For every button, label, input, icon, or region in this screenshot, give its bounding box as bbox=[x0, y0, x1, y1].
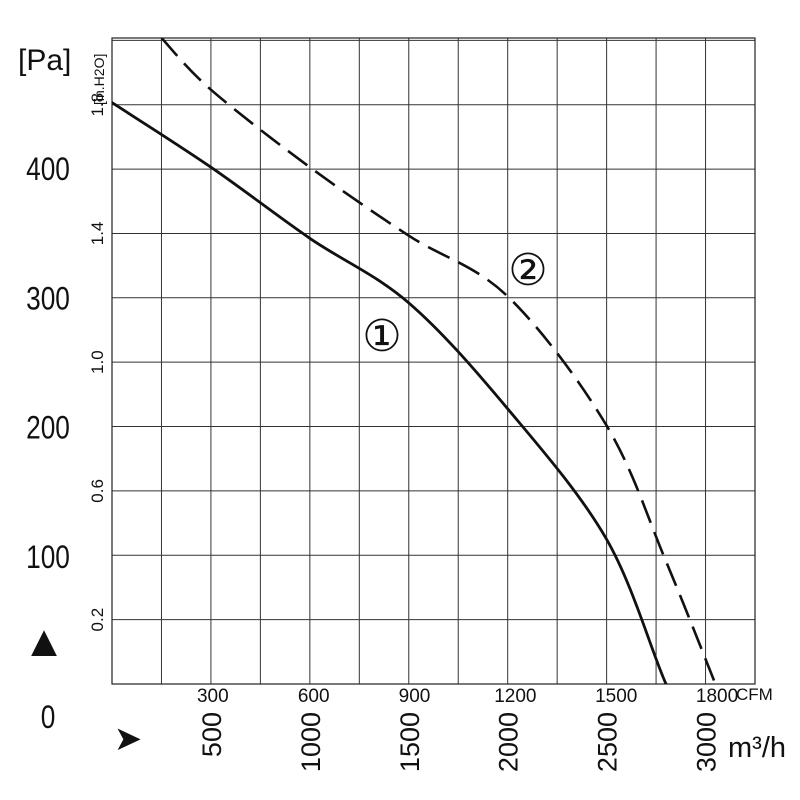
cfm-tick-label: 1800 bbox=[696, 686, 738, 707]
series-2-marker: ② bbox=[508, 245, 547, 296]
inh2o-tick-label: 0.6 bbox=[88, 479, 107, 503]
vertical-gridlines bbox=[160, 38, 707, 684]
inh2o-tick-labels: 0.2 0.6 1.0 1.4 1.8 bbox=[88, 93, 107, 632]
series-1-curve bbox=[112, 101, 668, 684]
pa-tick-label: 400 bbox=[26, 153, 70, 188]
m3h-tick-label: 1500 bbox=[395, 712, 425, 772]
m3h-unit-label: m³/h bbox=[728, 732, 786, 764]
pa-tick-label: 0 bbox=[41, 701, 56, 736]
plot-frame bbox=[111, 37, 756, 685]
pa-tick-label: 200 bbox=[26, 411, 70, 446]
inh2o-unit-label: [in.H2O] bbox=[91, 54, 107, 105]
right-arrow-icon: ➤ bbox=[114, 720, 143, 758]
cfm-tick-label: 900 bbox=[399, 686, 431, 707]
cfm-tick-labels: 300 600 900 1200 1500 1800 bbox=[197, 686, 738, 707]
series-2-curve bbox=[160, 38, 717, 684]
cfm-unit-label: CFM bbox=[736, 685, 773, 704]
up-arrow-icon: ▲ bbox=[22, 617, 66, 666]
m3h-tick-labels: 500 1000 1500 2000 2500 3000 bbox=[197, 712, 722, 772]
inh2o-tick-label: 1.0 bbox=[88, 350, 107, 374]
inh2o-tick-label: 1.8 bbox=[88, 93, 107, 117]
m3h-tick-label: 2000 bbox=[494, 712, 524, 772]
inh2o-tick-label: 1.4 bbox=[88, 222, 107, 246]
m3h-tick-label: 3000 bbox=[692, 712, 722, 772]
pa-tick-label: 100 bbox=[26, 540, 70, 575]
m3h-tick-label: 500 bbox=[197, 712, 227, 757]
cfm-tick-label: 600 bbox=[298, 686, 330, 707]
m3h-tick-label: 2500 bbox=[593, 712, 623, 772]
horizontal-gridlines bbox=[112, 39, 755, 621]
cfm-tick-label: 1500 bbox=[595, 686, 637, 707]
pa-unit-label: [Pa] bbox=[18, 44, 71, 77]
pa-tick-labels: 0 100 200 300 400 bbox=[26, 153, 70, 736]
inh2o-tick-label: 0.2 bbox=[88, 608, 107, 632]
m3h-tick-label: 1000 bbox=[296, 712, 326, 772]
pa-tick-label: 300 bbox=[26, 282, 70, 317]
cfm-tick-label: 1200 bbox=[494, 686, 536, 707]
cfm-tick-label: 300 bbox=[197, 686, 229, 707]
series-1-marker: ① bbox=[362, 311, 401, 362]
